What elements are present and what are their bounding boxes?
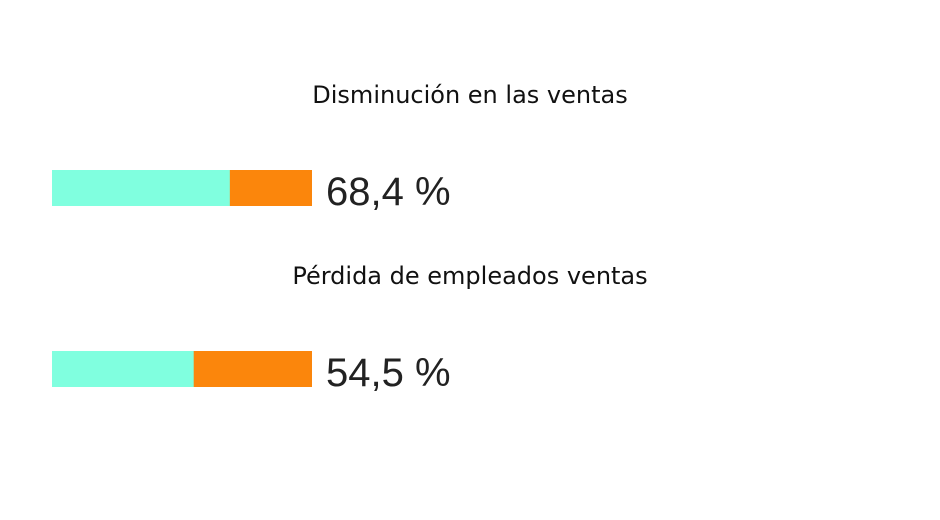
chart-title: Pérdida de empleados ventas xyxy=(292,262,647,290)
value-label: 68,4 % xyxy=(326,170,451,214)
bar xyxy=(52,170,230,206)
bar xyxy=(52,351,194,387)
value-label: 54,5 % xyxy=(326,351,451,395)
chart-title: Disminución en las ventas xyxy=(312,81,627,109)
